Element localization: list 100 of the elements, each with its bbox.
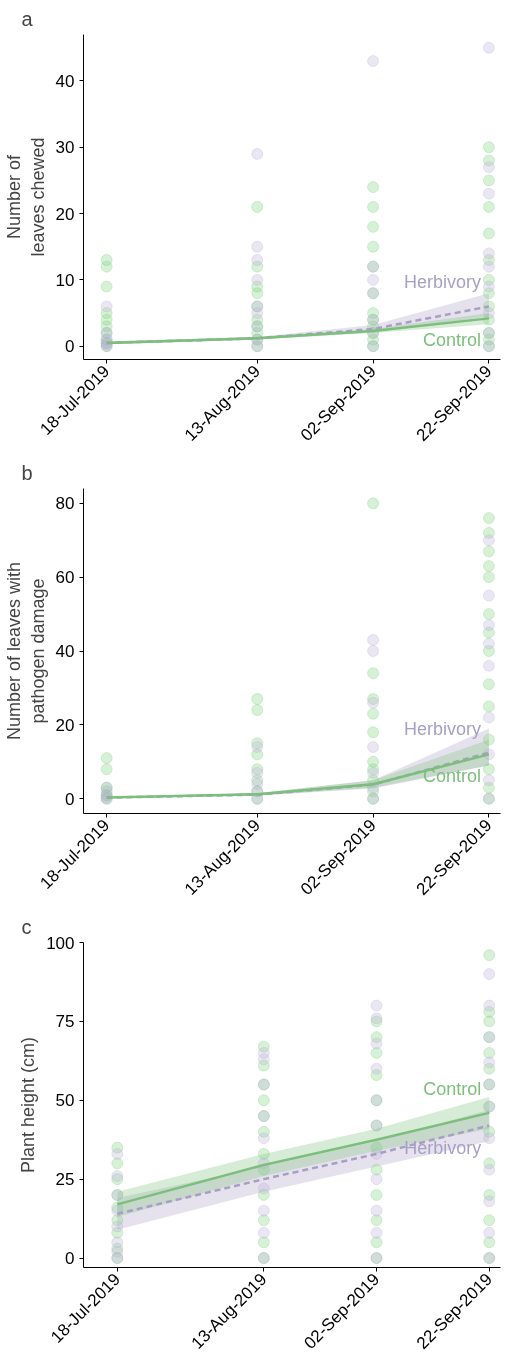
point [257,1226,270,1239]
point [251,240,264,253]
point [370,1046,383,1059]
point [483,999,496,1012]
point [367,273,380,286]
point [482,161,495,174]
point [367,240,380,253]
point [482,608,495,621]
point [483,1046,496,1059]
point [251,693,264,705]
point [100,763,113,776]
y-tick-label: 50 [55,1091,75,1111]
point [367,696,380,709]
point [482,678,495,691]
point [257,1132,270,1145]
point [257,1147,270,1160]
point [483,968,496,981]
y-tick-label: 20 [55,204,75,224]
series-label: Herbivory [403,272,481,293]
series-label: Herbivory [403,718,481,739]
y-tick-label: 40 [55,71,75,91]
y-axis-title: Number of leaves with pathogen damage [3,561,48,741]
point [482,763,495,776]
point [251,200,264,213]
point [367,726,380,739]
point [251,147,264,160]
series-label: Control [422,330,481,351]
point [370,1226,383,1239]
point [482,659,495,672]
point [483,1132,496,1145]
y-tick-label: 0 [65,1249,75,1269]
point [482,637,495,650]
point [482,571,495,584]
point [483,1163,496,1176]
point [111,1170,124,1182]
point [251,704,264,717]
point [251,254,264,266]
point [367,741,380,754]
point [370,1062,383,1075]
point [111,1147,124,1160]
y-tick-label: 30 [55,138,75,158]
point [483,1195,496,1208]
point [482,280,495,293]
point [370,1188,383,1201]
point [482,774,495,787]
point [370,1214,383,1227]
point [367,645,380,657]
point [482,560,495,573]
point [367,755,380,768]
text: b [21,461,33,484]
point [483,1056,496,1069]
point [257,1094,270,1107]
point [482,733,495,746]
point [257,1204,270,1217]
point [251,273,264,286]
point [367,55,380,68]
point [483,949,496,962]
point [482,512,495,525]
point [482,545,495,558]
y-axis-title: Number of leaves chewed [3,137,48,257]
point [257,1236,270,1249]
point [367,497,380,510]
point [483,1236,496,1249]
y-tick-label: 80 [55,494,75,514]
point [482,187,495,200]
point [482,141,495,154]
point [111,1220,124,1233]
point [370,1037,383,1050]
point [482,247,495,260]
point [367,181,380,194]
point [370,999,383,1012]
point [100,280,113,293]
point [367,707,380,720]
point [100,752,113,765]
point [367,220,380,233]
y-tick-label: 25 [55,1170,75,1190]
point [367,633,380,646]
y-tick-label: 75 [55,1012,75,1032]
point [367,667,380,680]
y-tick-label: 40 [55,642,75,661]
point [257,1214,270,1227]
series-label: Control [423,1078,482,1099]
y-tick-label: 0 [65,789,75,809]
point [482,307,495,320]
point [482,260,495,273]
point [482,619,495,632]
point [370,1204,383,1217]
point [482,174,495,187]
point [482,227,495,240]
y-tick-label: 100 [46,933,75,953]
y-tick-label: 10 [55,270,75,290]
point [482,700,495,713]
point [100,254,113,266]
y-tick-label: 60 [55,568,75,588]
point [482,589,495,602]
point [482,711,495,724]
point [257,1046,270,1059]
text: c [21,915,32,938]
point [100,300,113,313]
point [483,1214,496,1227]
